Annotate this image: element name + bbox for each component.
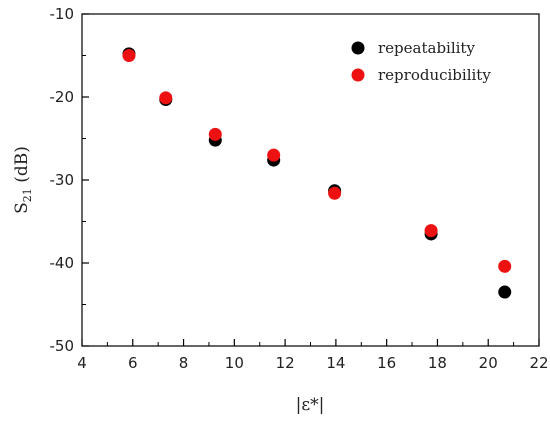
data-point-reproducibility <box>122 49 136 62</box>
tick-labels: 4 6 8 10 12 14 16 18 20 22 -50 -40 -30 -20 -10 <box>50 5 549 372</box>
y-tick-label: -10 <box>50 5 75 23</box>
x-tick-label: 16 <box>377 354 396 372</box>
data-point-reproducibility <box>267 148 281 162</box>
y-tick-label: -50 <box>50 337 75 355</box>
x-tick-label: 12 <box>276 354 295 372</box>
x-tick-label: 4 <box>77 354 87 372</box>
data-point-reproducibility <box>208 127 222 141</box>
axis-ticks <box>81 13 540 347</box>
y-axis-label: S21 (dB) <box>12 146 34 214</box>
data-points <box>122 47 512 299</box>
data-point-reproducibility <box>159 91 173 105</box>
data-point-repeatability <box>498 285 512 299</box>
y-axis-label-main: S <box>12 202 32 214</box>
y-tick-label: -30 <box>50 171 75 189</box>
y-tick-label: -40 <box>50 254 75 272</box>
x-tick-label: 14 <box>326 354 345 372</box>
y-tick-label: -20 <box>50 88 75 106</box>
legend: repeatability reproducibility <box>351 39 491 84</box>
data-point-reproducibility <box>498 259 512 273</box>
x-tick-label: 8 <box>179 354 189 372</box>
x-tick-label: 10 <box>225 354 244 372</box>
y-axis-label-sub: 21 <box>21 188 34 202</box>
x-tick-label: 6 <box>128 354 138 372</box>
data-point-reproducibility <box>328 186 342 200</box>
legend-label-reproducibility: reproducibility <box>378 66 491 84</box>
x-tick-label: 22 <box>529 354 548 372</box>
x-tick-label: 20 <box>479 354 498 372</box>
x-axis-label: |ε*| <box>296 395 325 415</box>
legend-marker-repeatability <box>351 41 365 55</box>
x-tick-label: 18 <box>428 354 447 372</box>
legend-label-repeatability: repeatability <box>378 39 475 57</box>
data-point-reproducibility <box>424 224 438 238</box>
plot-frame <box>81 13 540 347</box>
y-axis-label-unit: (dB) <box>12 146 32 188</box>
legend-marker-reproducibility <box>351 68 365 82</box>
